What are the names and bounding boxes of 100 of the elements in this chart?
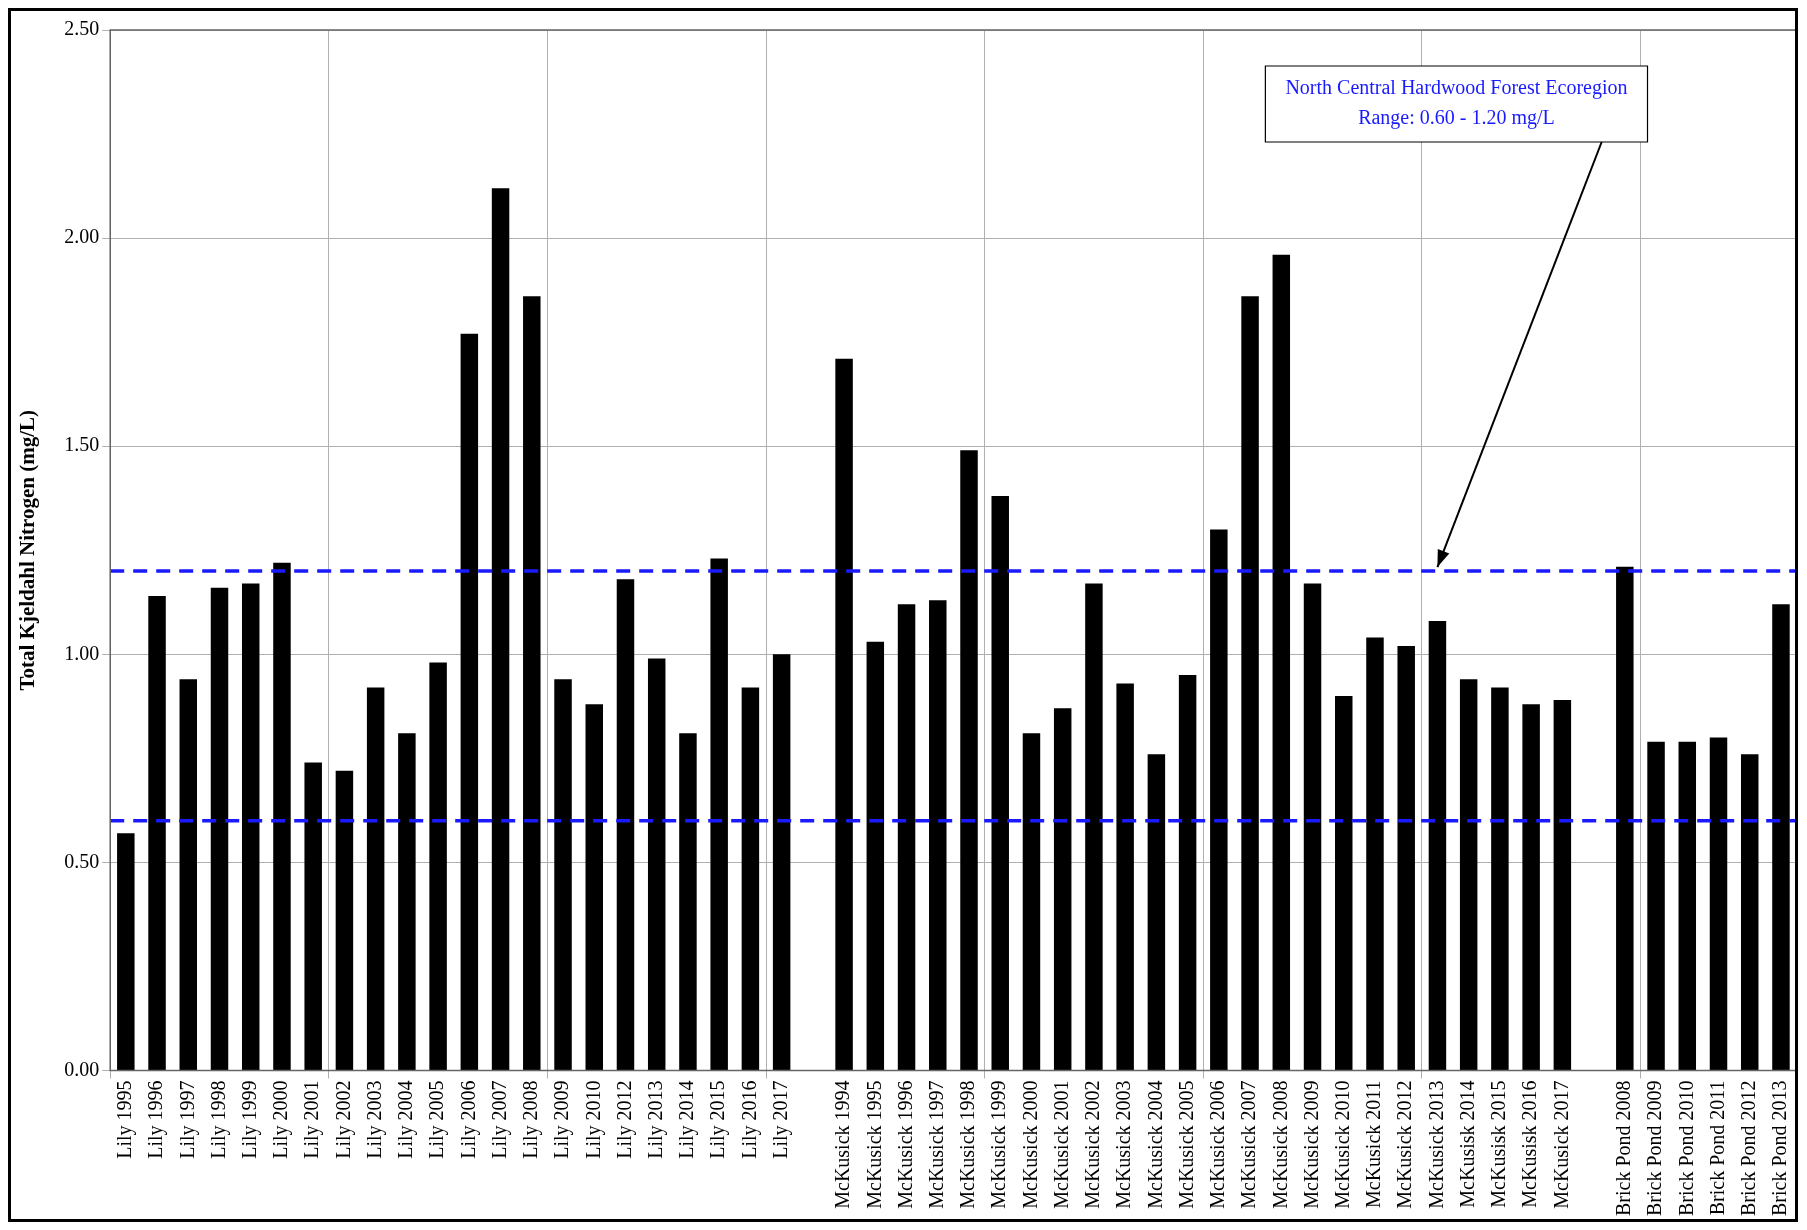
bar <box>1303 583 1322 1070</box>
x-tick-label: Lily 1995 <box>113 1080 137 1159</box>
x-tick-label: McKusick 2013 <box>1424 1080 1447 1209</box>
x-tick-label: Lily 2007 <box>487 1080 511 1159</box>
x-tick-label: Lily 2015 <box>706 1080 730 1159</box>
x-tick-label: McKusick 2000 <box>1018 1080 1041 1209</box>
x-tick-label: Lily 2008 <box>519 1080 543 1159</box>
x-tick-label: McKusick 2009 <box>1299 1080 1322 1209</box>
x-tick-label: Lily 2016 <box>737 1080 761 1159</box>
bar <box>304 762 322 1070</box>
bar <box>1459 679 1478 1070</box>
bar <box>1772 604 1790 1070</box>
x-tick-label: McKusick 2011 <box>1362 1080 1385 1209</box>
x-tick-label: McKusisk 2014 <box>1455 1080 1478 1208</box>
x-tick-label: McKusisk 2015 <box>1487 1080 1510 1208</box>
y-axis-title: Total Kjeldahl Nitrogen (mg/L) <box>15 409 40 691</box>
x-tick-label: Lily 1998 <box>206 1080 230 1159</box>
bar <box>1178 675 1197 1070</box>
x-tick-label: McKusick 2005 <box>1174 1080 1197 1209</box>
x-tick-label: Brick Pond 2013 <box>1768 1080 1791 1217</box>
x-tick-label: Lily 2005 <box>425 1080 449 1159</box>
x-tick-label: Brick Pond 2012 <box>1736 1080 1759 1217</box>
bar <box>679 733 697 1070</box>
x-tick-label: Lily 2013 <box>643 1080 667 1159</box>
x-tick-label: Lily 2006 <box>456 1080 480 1159</box>
bar <box>398 733 416 1070</box>
x-tick-label: McKusick 2008 <box>1268 1080 1291 1209</box>
x-tick-label: McKusick 2002 <box>1081 1080 1104 1209</box>
bar <box>1491 687 1509 1070</box>
x-tick-label: Brick Pond 2010 <box>1674 1080 1697 1217</box>
bar <box>741 687 760 1070</box>
bar <box>1053 708 1072 1070</box>
x-tick-label: Lily 2001 <box>300 1080 324 1159</box>
x-tick-label: Lily 2012 <box>612 1080 636 1159</box>
x-tick-label: Brick Pond 2009 <box>1643 1080 1666 1217</box>
y-tick-label: 0.50 <box>64 849 100 872</box>
y-tick-label: 1.00 <box>64 641 100 664</box>
bar <box>1740 754 1759 1070</box>
x-tick-label: McKusick 2010 <box>1331 1080 1353 1209</box>
x-tick-label: Lily 2003 <box>362 1080 386 1159</box>
bar <box>554 679 572 1070</box>
x-tick-label: McKusick 2012 <box>1393 1080 1416 1209</box>
bar <box>273 562 291 1070</box>
bar <box>1522 704 1540 1070</box>
bar <box>897 604 916 1070</box>
x-tick-label: Lily 2014 <box>675 1080 699 1159</box>
bar <box>1709 737 1728 1070</box>
bar <box>1553 700 1572 1070</box>
x-tick-label: Lily 2002 <box>331 1080 355 1159</box>
bar <box>960 450 978 1070</box>
x-tick-label: McKusick 2007 <box>1237 1080 1260 1209</box>
x-tick-label: McKusick 1995 <box>862 1080 885 1209</box>
bar <box>1678 741 1697 1070</box>
bar <box>523 296 541 1070</box>
bar <box>710 558 728 1070</box>
bar <box>1616 566 1634 1070</box>
bar <box>1428 620 1447 1070</box>
bar <box>991 496 1009 1070</box>
x-tick-label: Lily 1997 <box>175 1080 199 1159</box>
x-tick-label: Brick Pond 2011 <box>1705 1080 1728 1216</box>
x-tick-label: Lily 1996 <box>144 1080 168 1159</box>
bar <box>929 600 947 1070</box>
y-tick-label: 1.50 <box>64 433 100 456</box>
bar <box>1085 583 1103 1070</box>
bar <box>1366 637 1384 1070</box>
bar <box>335 770 354 1070</box>
bar <box>148 596 166 1070</box>
bar <box>1335 695 1353 1070</box>
bar <box>460 333 479 1070</box>
x-tick-label: McKusick 1999 <box>987 1080 1010 1209</box>
bar <box>1272 254 1291 1070</box>
annotation: North Central Hardwood Forest Ecoregion Range: 0.60 - 1.20 mg/L <box>1285 76 1628 130</box>
x-tick-label: McKusick 2006 <box>1206 1080 1229 1209</box>
bar <box>1022 733 1041 1070</box>
bar <box>585 704 603 1070</box>
x-tick-label: McKusick 1998 <box>956 1080 979 1209</box>
bar <box>835 358 853 1070</box>
bar <box>210 587 229 1070</box>
bar <box>117 833 135 1070</box>
bar <box>241 583 260 1070</box>
x-tick-label: Lily 1999 <box>237 1080 261 1159</box>
bar <box>179 679 198 1070</box>
x-tick-label: McKusick 1996 <box>893 1080 916 1209</box>
x-tick-label: McKusick 1994 <box>831 1080 854 1209</box>
x-tick-label: Lily 2017 <box>768 1080 792 1159</box>
y-tick-label: 0.00 <box>64 1057 100 1080</box>
x-tick-label: Lily 2004 <box>394 1080 418 1159</box>
y-tick-label: 2.00 <box>64 225 100 248</box>
bar <box>429 662 447 1070</box>
x-tick-label: McKusick 2017 <box>1549 1080 1572 1209</box>
x-tick-label: Lily 2009 <box>550 1080 574 1159</box>
bar <box>1116 683 1134 1070</box>
bar <box>647 658 666 1070</box>
bar <box>1647 741 1665 1070</box>
x-tick-label: Lily 2000 <box>269 1080 293 1159</box>
bar <box>1241 296 1259 1070</box>
x-tick-label: McKusick 1997 <box>925 1080 948 1209</box>
bar <box>1397 645 1415 1070</box>
y-tick-label: 2.50 <box>64 17 100 40</box>
bar <box>616 579 635 1070</box>
